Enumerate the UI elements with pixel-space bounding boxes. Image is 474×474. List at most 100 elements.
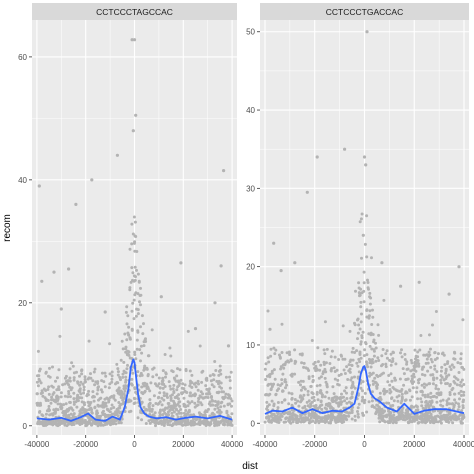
data-point — [433, 364, 437, 368]
data-point — [446, 362, 449, 365]
data-point — [85, 394, 89, 398]
data-point — [196, 388, 200, 392]
data-point — [170, 414, 174, 418]
data-point — [451, 414, 455, 418]
data-point — [325, 382, 329, 386]
data-point — [152, 414, 156, 418]
data-point — [322, 416, 326, 420]
data-point — [421, 420, 425, 424]
data-point — [321, 372, 325, 376]
data-point — [38, 401, 42, 405]
data-point — [169, 396, 173, 400]
data-point — [324, 361, 328, 365]
data-point — [132, 274, 136, 278]
data-point — [417, 364, 421, 368]
data-point — [213, 301, 217, 305]
strip-background — [260, 3, 469, 20]
data-point — [142, 344, 146, 348]
data-point — [330, 349, 334, 353]
data-point — [76, 381, 80, 385]
data-point — [320, 407, 324, 411]
data-point — [361, 413, 365, 417]
data-point — [331, 385, 335, 389]
data-point — [228, 386, 232, 390]
data-point — [116, 373, 120, 377]
data-point — [439, 399, 443, 403]
data-point — [159, 295, 163, 299]
data-point — [217, 382, 220, 386]
data-point — [317, 376, 321, 380]
data-point — [388, 383, 392, 387]
data-point — [226, 403, 230, 407]
data-point — [156, 396, 160, 400]
data-point — [125, 367, 129, 371]
data-point — [451, 386, 455, 390]
data-point — [126, 363, 129, 367]
data-point — [151, 375, 155, 379]
data-point — [96, 403, 100, 407]
data-point — [89, 372, 92, 376]
data-point — [133, 293, 137, 297]
data-point — [433, 351, 437, 354]
data-point — [219, 264, 223, 268]
data-point — [285, 351, 289, 355]
data-point — [357, 402, 361, 406]
data-point — [348, 367, 352, 371]
data-point — [299, 383, 302, 387]
data-point — [426, 393, 430, 397]
data-point — [380, 407, 384, 411]
data-point — [409, 369, 413, 373]
data-point — [140, 391, 144, 394]
data-point — [365, 214, 369, 218]
data-point — [215, 421, 218, 425]
data-point — [302, 365, 306, 369]
data-point — [413, 366, 416, 370]
data-point — [222, 390, 225, 394]
data-point — [212, 378, 216, 382]
data-point — [356, 410, 359, 413]
y-tick-label: 20 — [18, 299, 27, 308]
data-point — [291, 420, 295, 424]
data-point — [127, 353, 131, 357]
data-point — [323, 406, 327, 410]
data-point — [160, 396, 164, 400]
data-point — [87, 339, 91, 343]
data-point — [380, 414, 384, 418]
data-point — [87, 404, 91, 408]
data-point — [311, 411, 315, 415]
data-point — [350, 376, 354, 380]
data-point — [93, 367, 97, 371]
data-point — [370, 256, 373, 260]
data-point — [274, 415, 278, 419]
data-point — [213, 360, 217, 363]
data-point — [141, 332, 145, 336]
data-point — [356, 331, 360, 335]
data-point — [343, 147, 347, 151]
data-point — [318, 368, 322, 372]
data-point — [389, 390, 393, 394]
data-point — [210, 412, 214, 416]
data-point — [381, 348, 385, 351]
data-point — [399, 351, 402, 355]
data-point — [163, 385, 167, 388]
data-point — [194, 381, 198, 385]
data-point — [206, 392, 210, 396]
data-point — [133, 220, 137, 224]
data-point — [210, 383, 214, 387]
data-point — [107, 386, 111, 390]
data-point — [428, 410, 432, 414]
data-point — [405, 391, 409, 395]
data-point — [165, 394, 169, 398]
data-point — [444, 367, 448, 371]
data-point — [212, 373, 216, 377]
data-point — [131, 371, 135, 375]
data-point — [47, 409, 51, 413]
data-point — [270, 413, 274, 417]
data-point — [230, 404, 233, 408]
data-point — [170, 411, 174, 415]
data-point — [377, 333, 381, 337]
data-point — [196, 379, 200, 383]
data-point — [40, 389, 44, 393]
data-point — [39, 381, 43, 385]
data-point — [75, 370, 78, 374]
